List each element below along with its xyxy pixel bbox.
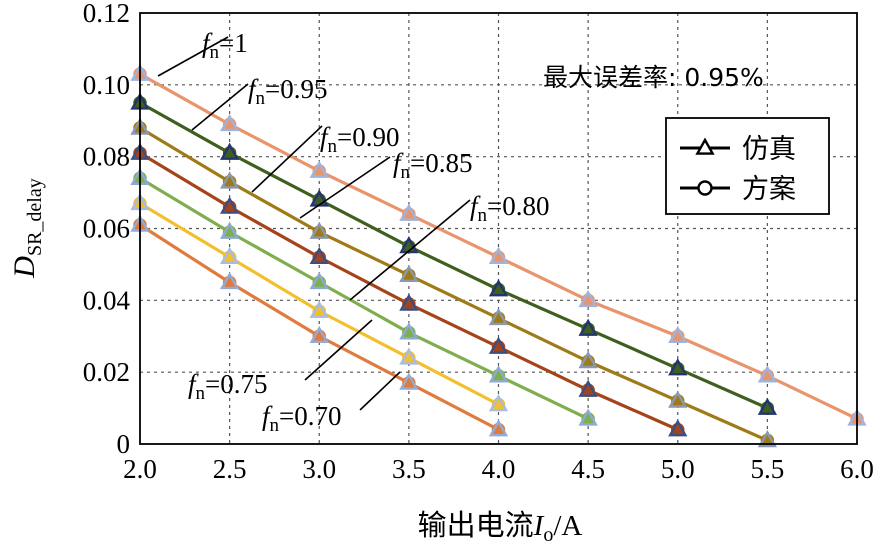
sim-point [219,246,240,265]
callout-leader [359,371,401,411]
triangle-icon [695,137,715,155]
x-tick-label: 5.0 [661,454,695,484]
callout-leader [191,83,249,131]
x-tick-label: 6.0 [840,454,874,484]
sim-point [219,113,240,132]
series-annotation-label: fn=0.70 [262,401,342,436]
sim-point [578,379,598,397]
sim-point [488,246,509,265]
x-tick-label: 3.5 [392,454,426,484]
sim-point [219,142,240,160]
x-tick-label: 4.5 [571,454,605,484]
x-axis-label: 输出电流Io/A [418,508,583,543]
sim-point [488,365,509,383]
plot-frame [139,12,858,445]
tick-labels: 2.0 2.5 3.0 3.5 4.0 4.5 5.0 5.5 6.0 0 0.02 0.04 0.06… [83,0,874,484]
callout-leader [251,125,323,193]
sim-point [578,318,598,336]
series-annotation-label: fn=0.95 [248,74,328,109]
y-tick-label: 0.02 [83,357,130,387]
sim-point [219,271,240,290]
y-tick-label: 0 [117,429,131,459]
sim-point [488,279,509,297]
y-axis-label: DSR_delay [8,178,46,278]
sim-point [668,390,688,408]
series-annotation-label: fn=1 [202,28,248,63]
sim-point [309,246,329,265]
sim-point [757,365,778,383]
x-tick-label: 3.0 [302,454,336,484]
sim-point [488,307,509,326]
legend-label: 方案 [742,174,796,205]
sim-point [668,358,688,376]
x-tick-label: 4.0 [482,454,516,484]
sim-point [488,419,509,437]
series-annotation-label: fn=0.80 [470,191,550,226]
sim-point [219,221,240,239]
sim-point [399,322,419,340]
callout-leader [349,199,471,301]
series-line [139,101,769,410]
sim-point [668,419,688,437]
y-tick-label: 0.04 [83,285,131,315]
y-tick-label: 0.08 [83,142,130,172]
sim-point [488,394,509,412]
x-tick-label: 2.0 [123,454,157,484]
sim-point [399,203,419,221]
sim-point [309,221,329,239]
y-tick-label: 0.06 [83,214,130,244]
series-line [139,176,589,421]
series-annotation-label: fn=0.75 [188,369,268,404]
y-tick-label: 0.10 [83,70,130,100]
legend-box [665,117,830,215]
legend-label: 仿真 [742,134,796,165]
max-error-note: 最大误差率: 0.95% [543,63,764,92]
callout-leader [304,319,373,381]
sim-point [399,293,419,311]
sim-point [578,350,598,369]
sim-point [399,264,419,282]
sim-point [399,372,419,390]
sim-point [488,336,509,354]
sim-point [309,300,329,318]
sim-point [309,271,329,290]
sim-point [757,397,778,415]
sim-point [399,235,419,254]
callout-leader [299,156,391,219]
x-tick-label: 2.5 [213,454,247,484]
sim-point [668,325,688,344]
circle-icon [697,180,713,196]
sim-point [219,196,240,214]
sim-point [757,429,778,448]
y-tick-label: 0.12 [83,0,130,28]
sim-point [309,325,329,344]
series-annotation-label: fn=0.90 [320,122,400,157]
series-annotation-label: fn=0.85 [393,148,473,183]
sim-point [309,160,329,178]
sim-point [399,347,419,365]
callout-leader [157,36,229,77]
sim-point [219,171,240,189]
sim-point [578,408,598,426]
series-line [139,126,769,442]
x-tick-label: 5.5 [751,454,785,484]
sim-point [578,289,598,308]
